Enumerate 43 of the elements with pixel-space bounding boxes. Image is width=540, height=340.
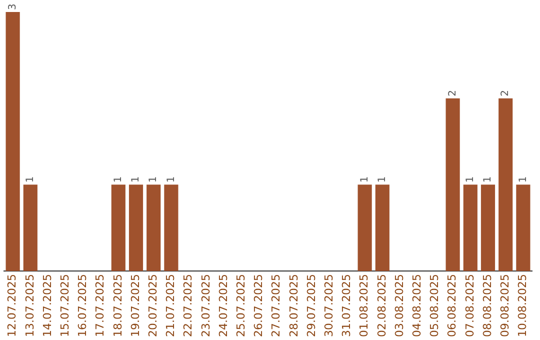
- x-tick-label: 24.07.2025: [216, 274, 230, 338]
- x-tick-label: 17.07.2025: [94, 274, 107, 338]
- x-tick-label: 01.08.2025: [358, 274, 371, 338]
- data-label: 2: [447, 90, 458, 96]
- x-tick-label: 08.08.2025: [480, 274, 494, 338]
- x-tick-label: 06.08.2025: [446, 274, 459, 338]
- x-tick-label: 05.08.2025: [428, 274, 442, 338]
- data-label: 1: [112, 176, 124, 183]
- data-label: 3: [7, 4, 18, 10]
- x-tick-label: 20.07.2025: [146, 274, 160, 338]
- data-label: 1: [130, 176, 142, 183]
- x-tick-label: 10.08.2025: [516, 274, 530, 338]
- x-tick-label: 12.07.2025: [6, 274, 19, 338]
- data-label: 1: [24, 176, 36, 183]
- x-tick-label: 26.07.2025: [252, 274, 266, 338]
- x-tick-label: 07.08.2025: [463, 274, 476, 338]
- data-label: 1: [359, 176, 370, 183]
- x-tick-label: 13.07.2025: [23, 274, 36, 338]
- x-tick-label: 22.07.2025: [182, 274, 195, 338]
- data-label: 1: [376, 176, 388, 183]
- x-tick-label: 27.07.2025: [270, 274, 283, 338]
- x-tick-label: 21.07.2025: [164, 274, 178, 338]
- x-tick-label: 02.08.2025: [375, 274, 388, 338]
- x-tick-label: 23.07.2025: [199, 274, 212, 338]
- data-label: 2: [500, 90, 512, 96]
- x-tick-label: 29.07.2025: [304, 274, 318, 338]
- x-tick-label: 28.07.2025: [287, 274, 300, 338]
- x-tick-label: 03.08.2025: [392, 274, 406, 338]
- x-tick-label: 25.07.2025: [234, 274, 248, 338]
- x-tick-label: 18.07.2025: [111, 274, 124, 338]
- data-label: 1: [464, 176, 476, 183]
- data-label: 1: [482, 176, 494, 183]
- x-tick-label: 19.07.2025: [128, 274, 142, 338]
- x-tick-label: 15.07.2025: [58, 274, 72, 338]
- x-tick-label: 04.08.2025: [410, 274, 424, 338]
- data-label: 1: [518, 176, 529, 183]
- x-tick-label: 14.07.2025: [40, 274, 54, 338]
- x-tick-label: 31.07.2025: [340, 274, 354, 338]
- x-tick-label: 16.07.2025: [76, 274, 90, 338]
- data-label: 1: [166, 176, 177, 183]
- x-tick-label: 30.07.2025: [322, 274, 336, 338]
- data-label: 1: [148, 176, 160, 183]
- x-tick-label: 09.08.2025: [498, 274, 512, 338]
